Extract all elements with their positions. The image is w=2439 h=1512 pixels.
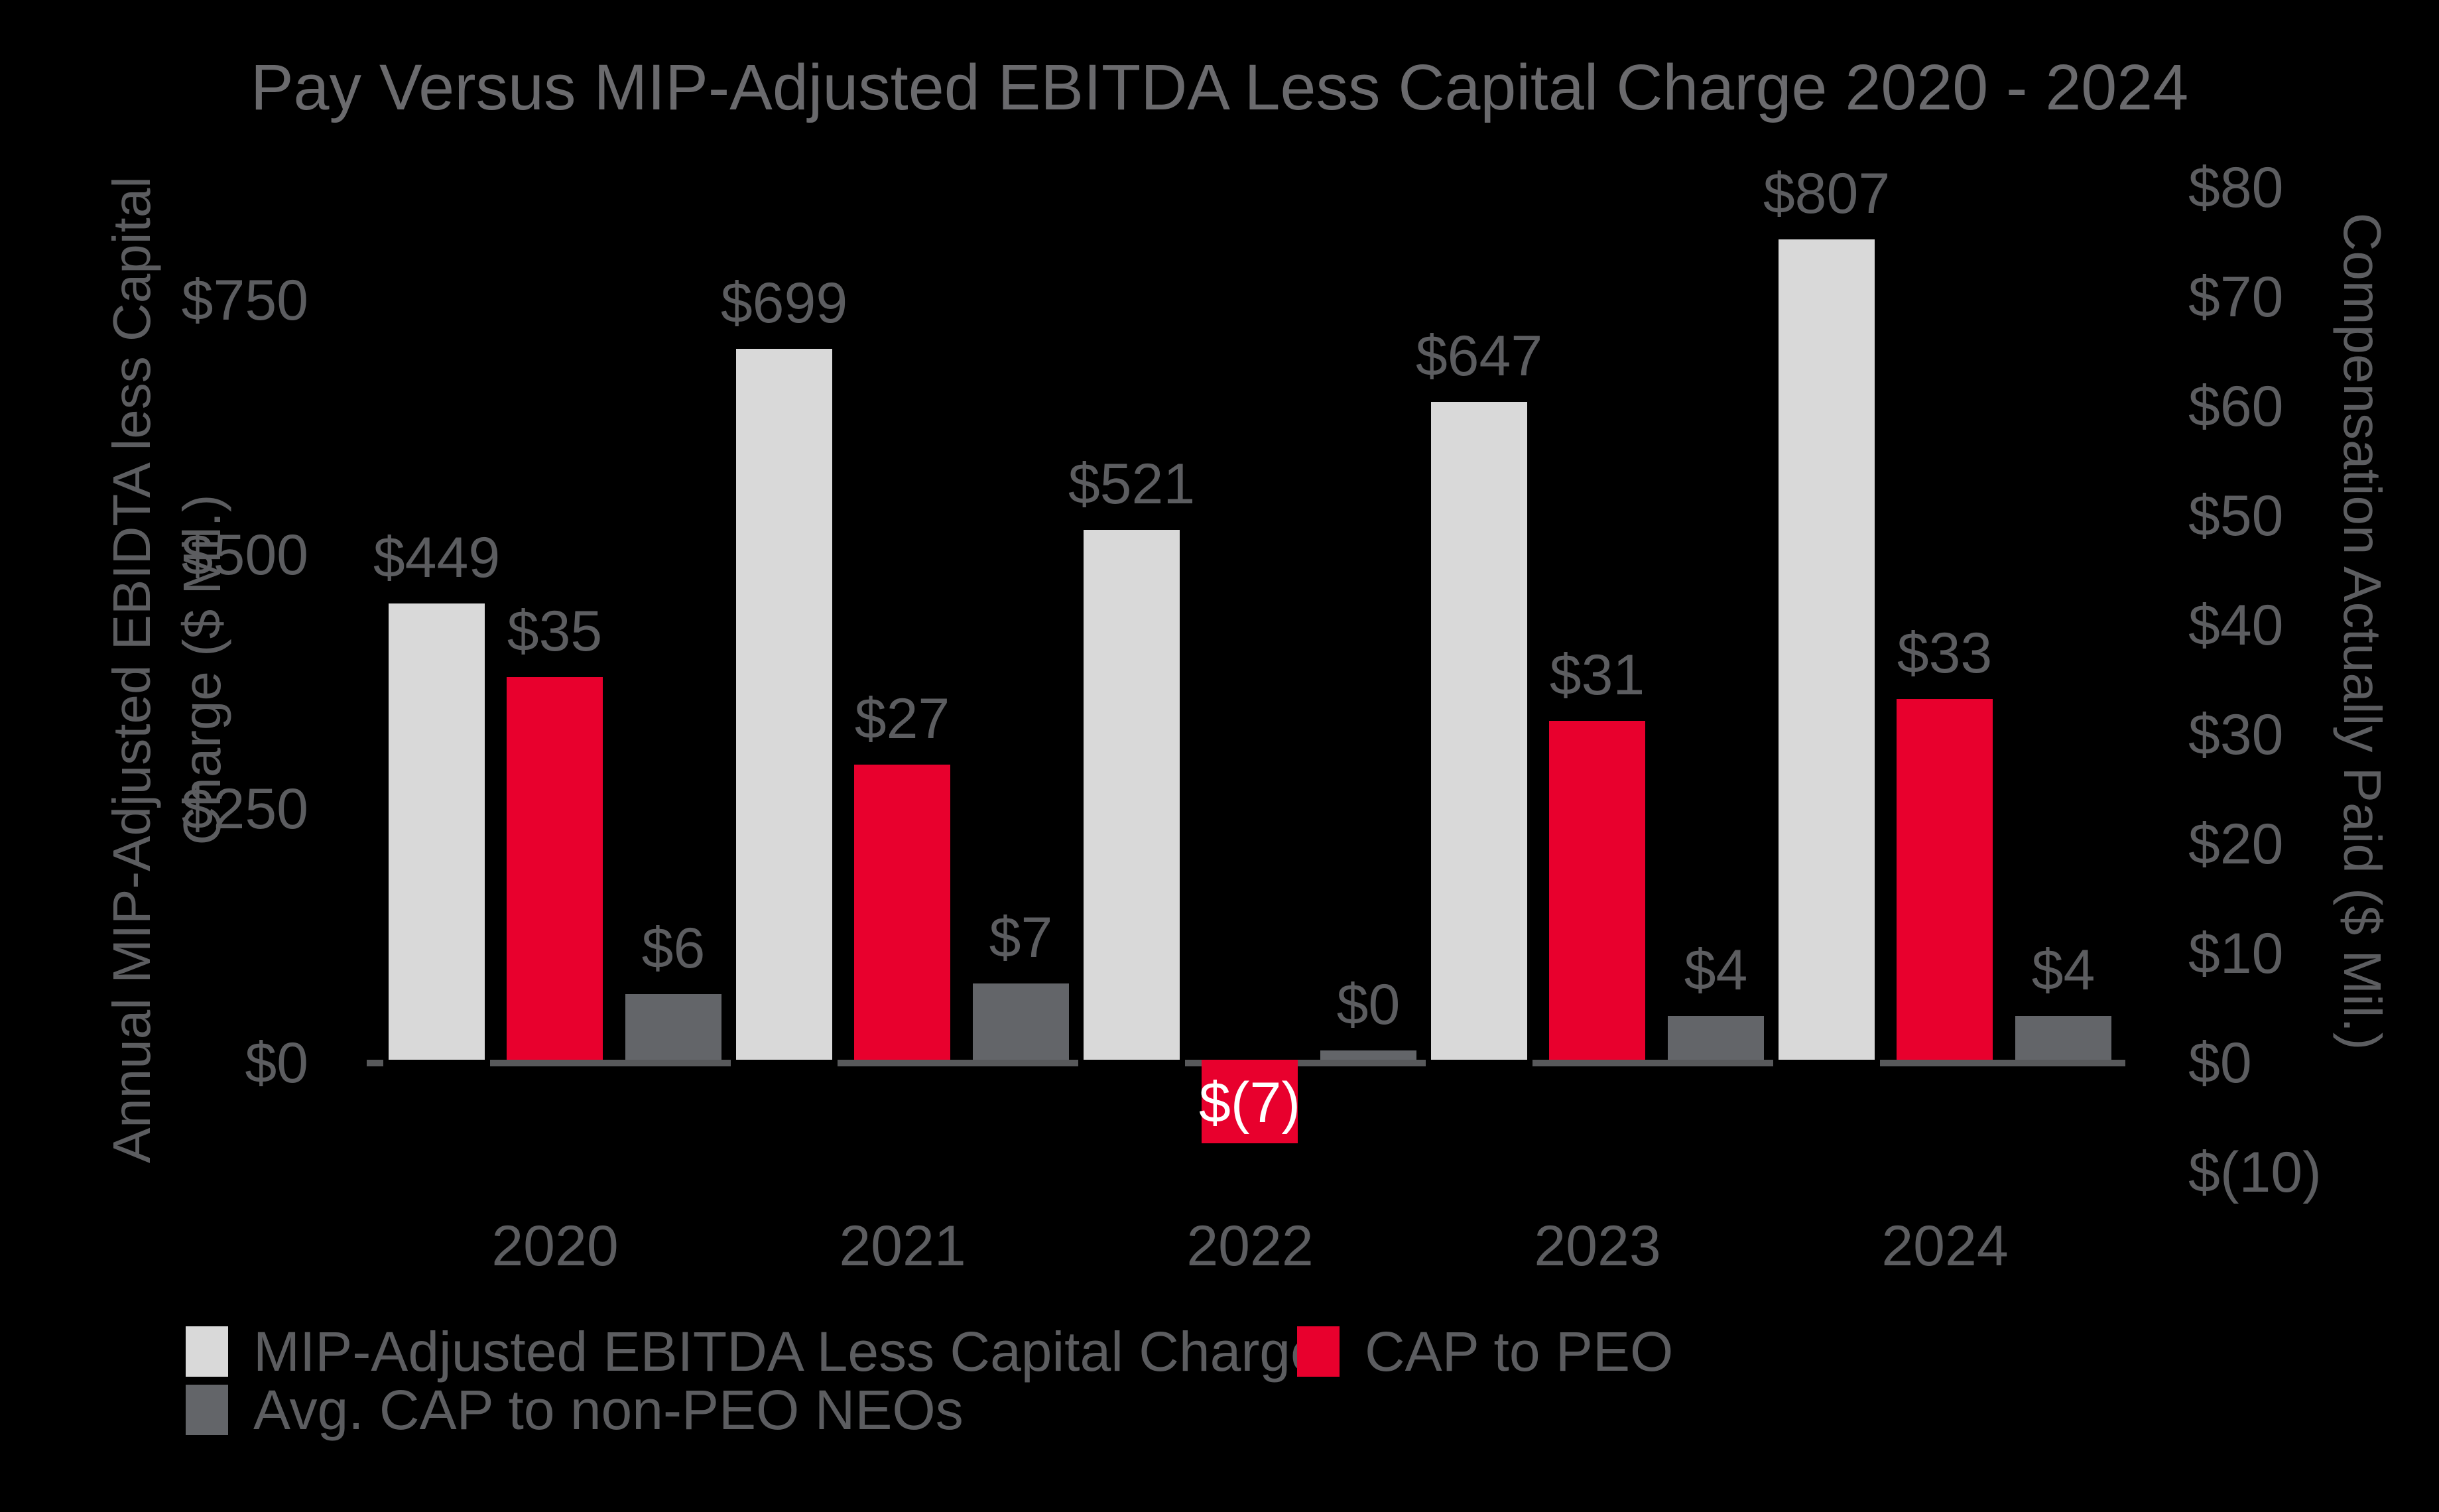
right-axis-tick-20: $20: [2188, 812, 2284, 876]
bar-label-ebitda-2024: $807: [1763, 161, 1891, 225]
right-axis-tick-40: $40: [2188, 594, 2284, 657]
bar-cap-neo-2024: [2015, 1016, 2111, 1060]
legend-label-cap-neo: Avg. CAP to non-PEO NEOs: [253, 1379, 964, 1441]
left-axis-title-line1: Annual MIP-Adjusted EBIDTA less Capital: [102, 176, 161, 1164]
bar-label-cap-peo-2024: $33: [1897, 621, 1993, 685]
left-axis-tick-500: $500: [181, 523, 308, 587]
legend-swatch-ebitda: [186, 1326, 228, 1377]
bar-label-cap-neo-2020: $6: [641, 916, 706, 980]
legend-label-ebitda: MIP-Adjusted EBITDA Less Capital Charge: [253, 1320, 1322, 1383]
x-axis-label-2023: 2023: [1534, 1214, 1661, 1278]
bar-cap-peo-2022: [1202, 1060, 1298, 1143]
bar-label-cap-peo-2022: $(7): [1199, 1070, 1300, 1135]
left-axis-tick-0: $0: [245, 1031, 308, 1095]
legend-item-cap-peo: CAP to PEO: [1297, 1324, 1673, 1379]
bar-label-ebitda-2023: $647: [1415, 324, 1543, 389]
x-axis-baseline-segment: [1880, 1060, 2125, 1066]
bar-cap-neo-2023: [1668, 1016, 1764, 1060]
bar-label-ebitda-2022: $521: [1068, 452, 1196, 517]
bar-ebitda-2020: [389, 603, 485, 1060]
right-axis-tick-60: $60: [2188, 375, 2284, 438]
bar-cap-peo-2020: [507, 676, 603, 1060]
left-axis-title-line2: Charge ($ Mil.): [172, 494, 231, 846]
bar-cap-neo-2021: [973, 983, 1069, 1060]
bar-label-ebitda-2021: $699: [720, 271, 848, 336]
legend-swatch-cap-peo: [1297, 1326, 1340, 1377]
x-axis-baseline-segment: [1185, 1060, 1426, 1066]
bar-label-cap-peo-2021: $27: [854, 686, 950, 751]
legend-swatch-cap-neo: [186, 1385, 228, 1435]
bar-ebitda-2022: [1084, 530, 1180, 1060]
right-axis-tick-0: $0: [2188, 1031, 2252, 1095]
right-axis-tick--10: $(10): [2188, 1141, 2322, 1204]
bar-cap-neo-2022: [1320, 1050, 1416, 1060]
x-axis-label-2021: 2021: [839, 1214, 966, 1278]
x-axis-label-2022: 2022: [1186, 1214, 1314, 1278]
legend: MIP-Adjusted EBITDA Less Capital Charge …: [186, 1324, 2308, 1443]
x-axis-baseline-segment: [367, 1060, 383, 1066]
bar-ebitda-2021: [736, 349, 832, 1060]
bar-label-cap-peo-2023: $31: [1549, 643, 1645, 707]
bar-cap-peo-2021: [854, 764, 950, 1060]
bar-label-cap-neo-2021: $7: [989, 905, 1053, 970]
bar-label-cap-neo-2022: $0: [1336, 973, 1401, 1037]
right-axis-tick-30: $30: [2188, 703, 2284, 767]
bar-label-ebitda-2020: $449: [373, 525, 501, 590]
right-axis-tick-50: $50: [2188, 484, 2284, 548]
x-axis-label-2020: 2020: [491, 1214, 619, 1278]
bar-cap-peo-2023: [1549, 720, 1645, 1060]
bar-label-cap-neo-2023: $4: [1684, 938, 1748, 1002]
bar-ebitda-2023: [1431, 402, 1527, 1060]
bar-cap-neo-2020: [625, 994, 721, 1060]
bar-cap-peo-2024: [1897, 698, 1993, 1060]
chart-title: Pay Versus MIP-Adjusted EBITDA Less Capi…: [250, 51, 2189, 123]
x-axis-baseline-segment: [490, 1060, 731, 1066]
legend-item-cap-neo: Avg. CAP to non-PEO NEOs: [186, 1382, 964, 1438]
bar-label-cap-peo-2020: $35: [507, 599, 603, 663]
left-axis-tick-750: $750: [181, 269, 308, 333]
x-axis-label-2024: 2024: [1881, 1214, 2009, 1278]
legend-label-cap-peo: CAP to PEO: [1365, 1320, 1674, 1383]
bar-ebitda-2024: [1779, 239, 1875, 1060]
x-axis-baseline-segment: [1532, 1060, 1773, 1066]
right-axis-tick-10: $10: [2188, 922, 2284, 985]
x-axis-baseline-segment: [838, 1060, 1078, 1066]
legend-item-ebitda: MIP-Adjusted EBITDA Less Capital Charge: [186, 1324, 1322, 1379]
left-axis-tick-250: $250: [181, 777, 308, 841]
bar-label-cap-neo-2024: $4: [2031, 938, 2095, 1002]
right-axis-tick-70: $70: [2188, 265, 2284, 329]
right-axis-tick-80: $80: [2188, 156, 2284, 220]
